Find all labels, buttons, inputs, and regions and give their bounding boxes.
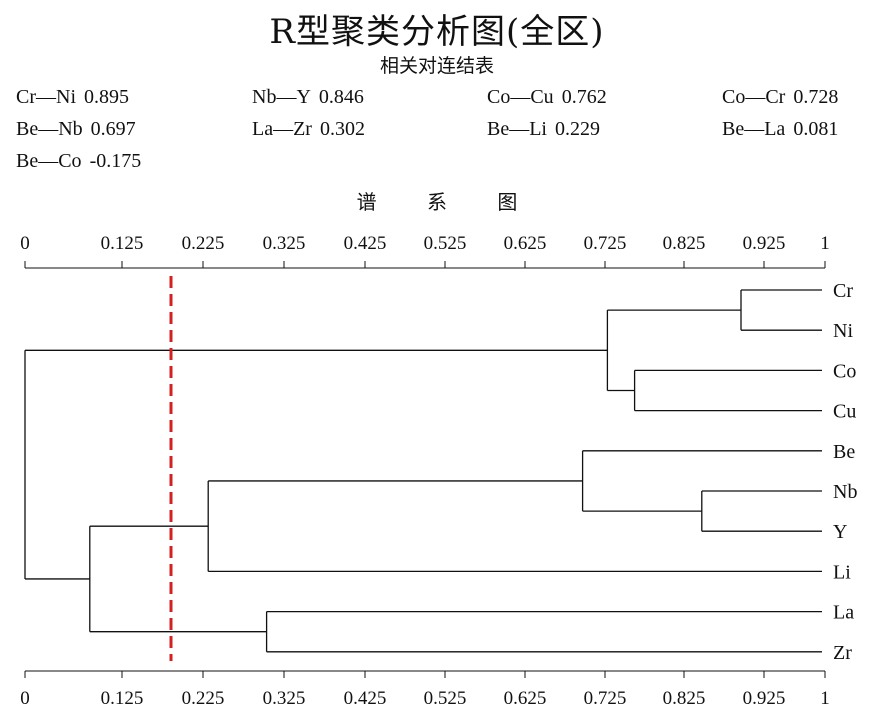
leaf-label: Zr: [833, 642, 852, 664]
axis-tick-label: 1: [820, 233, 830, 254]
axis-tick-label: 0.825: [663, 688, 706, 709]
correlation-item: Co—Cu 0.762: [487, 86, 607, 109]
correlation-value: 0.895: [84, 86, 129, 108]
correlation-value: 0.229: [555, 118, 600, 140]
correlation-value: 0.846: [318, 86, 364, 108]
dendrogram-title: 谱 系 图: [356, 190, 540, 214]
axis-tick-label: 0.625: [504, 233, 547, 254]
leaf-label: Cu: [833, 401, 856, 423]
leaf-label: Cr: [833, 280, 853, 302]
axis-tick-label: 0.425: [344, 233, 387, 254]
axis-tick-label: 0.325: [263, 688, 306, 709]
correlation-table-title: 相关对连结表: [379, 55, 494, 77]
leaf-label: Ni: [833, 320, 853, 342]
leaf-label: Nb: [833, 481, 857, 503]
correlation-value: 0.697: [90, 118, 136, 140]
correlation-pair: Nb—Y: [252, 86, 311, 108]
correlation-pair: Be—Nb: [16, 118, 83, 140]
leaf-label: Co: [833, 360, 856, 382]
correlation-value: 0.302: [319, 118, 365, 140]
correlation-item: Be—Nb 0.697: [16, 118, 136, 141]
axis-tick-label: 1: [820, 688, 830, 709]
axis-tick-label: 0.625: [504, 688, 547, 709]
axis-tick-label: 0.725: [584, 688, 627, 709]
correlation-item: Nb—Y 0.846: [252, 86, 364, 109]
correlation-pair: Cr—Ni: [16, 86, 76, 108]
leaf-label: Li: [833, 561, 851, 583]
correlation-item: Be—La 0.081: [722, 118, 838, 141]
leaf-label: Be: [833, 441, 855, 463]
axis-tick-label: 0.925: [743, 233, 786, 254]
axis-tick-label: 0.825: [663, 233, 706, 254]
correlation-value: -0.175: [89, 150, 142, 172]
correlation-pair: Be—Li: [487, 118, 547, 140]
correlation-pair: Be—La: [722, 118, 786, 140]
axis-tick-label: 0.225: [182, 233, 225, 254]
correlation-item: Cr—Ni 0.895: [16, 86, 129, 109]
axis-tick-label: 0: [20, 233, 30, 254]
axis-tick-label: 0.925: [743, 688, 786, 709]
axis-tick-label: 0.125: [101, 688, 144, 709]
correlation-item: Co—Cr 0.728: [722, 86, 838, 109]
axis-tick-label: 0.425: [344, 688, 387, 709]
correlation-value: 0.762: [561, 86, 607, 108]
correlation-item: Be—Li 0.229: [487, 118, 600, 141]
correlation-pair: La—Zr: [252, 118, 312, 140]
chart-title: R型聚类分析图(全区): [269, 12, 605, 52]
axis-tick-label: 0.525: [424, 688, 467, 709]
correlation-pair: Co—Cr: [722, 86, 786, 108]
axis-tick-label: 0.125: [101, 233, 144, 254]
correlation-item: Be—Co -0.175: [16, 150, 141, 173]
axis-tick-label: 0.225: [182, 688, 225, 709]
correlation-item: La—Zr 0.302: [252, 118, 365, 141]
correlation-pair: Be—Co: [16, 150, 82, 172]
leaf-label: Y: [833, 521, 847, 543]
correlation-value: 0.081: [793, 118, 839, 140]
axis-tick-label: 0.725: [584, 233, 627, 254]
axis-tick-label: 0.325: [263, 233, 306, 254]
axis-tick-label: 0: [20, 688, 30, 709]
axis-tick-label: 0.525: [424, 233, 467, 254]
correlation-pair: Co—Cu: [487, 86, 554, 108]
correlation-value: 0.728: [793, 86, 839, 108]
leaf-label: La: [833, 602, 854, 624]
